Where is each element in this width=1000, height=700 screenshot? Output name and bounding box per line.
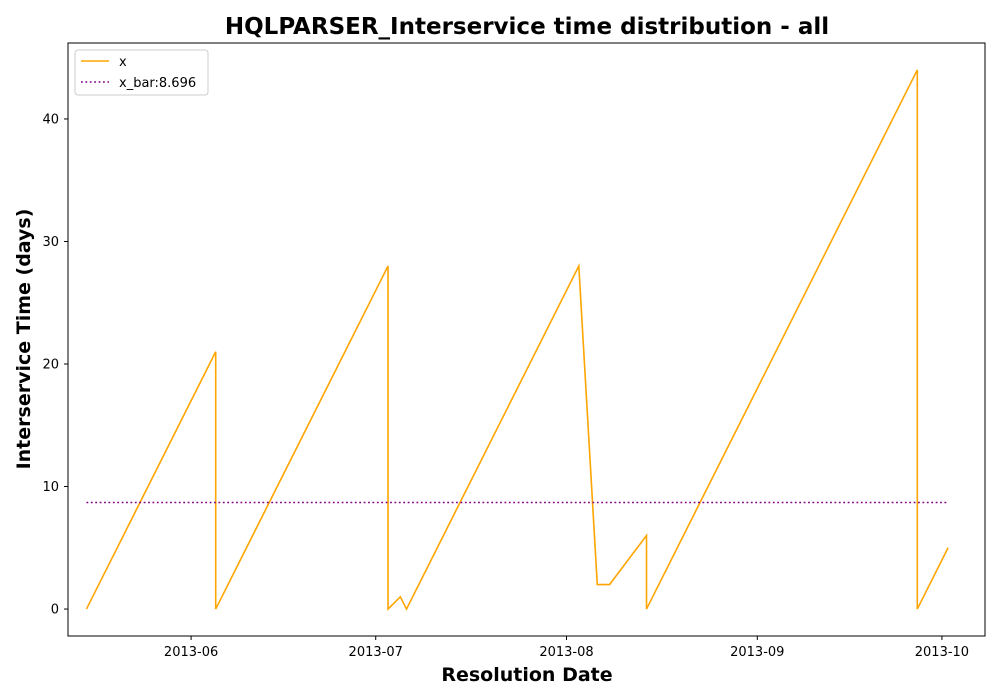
y-axis-label: Interservice Time (days) bbox=[13, 209, 35, 470]
legend-label-x-bar: x_bar:8.696 bbox=[119, 76, 196, 91]
x-tick-label: 2013-10 bbox=[915, 645, 969, 660]
y-tick-label: 40 bbox=[42, 112, 59, 127]
plot-frame bbox=[67, 42, 986, 637]
x-tick-label: 2013-06 bbox=[164, 645, 218, 660]
y-tick-label: 20 bbox=[42, 358, 59, 373]
legend: x x_bar:8.696 bbox=[74, 49, 209, 96]
y-tick-label: 30 bbox=[42, 235, 59, 250]
series-layer bbox=[85, 69, 949, 611]
x-tick-label: 2013-09 bbox=[730, 645, 784, 660]
legend-label-x: x bbox=[119, 55, 127, 70]
x-axis-label: Resolution Date bbox=[441, 664, 612, 686]
ticks-layer: 2013-06 2013-07 2013-08 2013-09 2013-10 0 10 20… bbox=[42, 112, 969, 660]
series-line-x bbox=[85, 69, 949, 611]
x-tick-label: 2013-08 bbox=[539, 645, 593, 660]
chart-title: HQLPARSER_Interservice time distribution… bbox=[225, 14, 829, 40]
y-tick-label: 10 bbox=[42, 480, 59, 495]
y-tick-label: 0 bbox=[51, 603, 59, 618]
plot-area: 2013-06 2013-07 2013-08 2013-09 2013-10 0 10 20… bbox=[42, 42, 986, 660]
x-tick-label: 2013-07 bbox=[349, 645, 403, 660]
